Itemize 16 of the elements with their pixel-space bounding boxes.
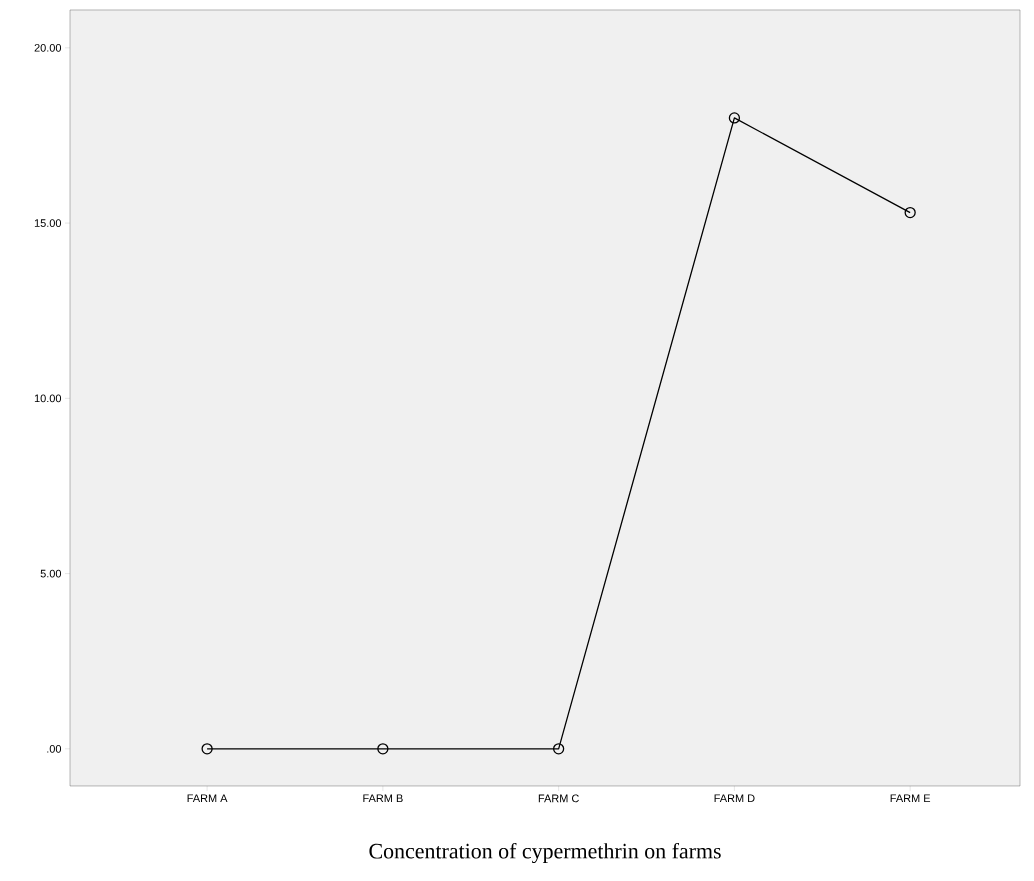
- x-tick-label: FARM A: [187, 794, 228, 803]
- point: [904, 206, 916, 219]
- x-tick-label: FARM D: [714, 794, 755, 803]
- y-tick-label: 5.00: [40, 569, 62, 578]
- y-tick-label: 20.00: [34, 43, 62, 52]
- text: Concentration of cypermethrin on farms: [369, 842, 721, 864]
- point: [552, 743, 565, 755]
- point: [201, 743, 213, 755]
- x-tick-label: FARM B: [363, 794, 403, 803]
- point: [377, 743, 389, 755]
- y-tick-label: 10.00: [34, 394, 62, 403]
- x-tick-label: FARM C: [538, 794, 579, 803]
- x-tick-label: FARM E: [890, 794, 931, 803]
- y-tick-label: .00: [47, 744, 62, 753]
- y-tick-label: 15.00: [34, 219, 62, 227]
- point: [728, 112, 741, 124]
